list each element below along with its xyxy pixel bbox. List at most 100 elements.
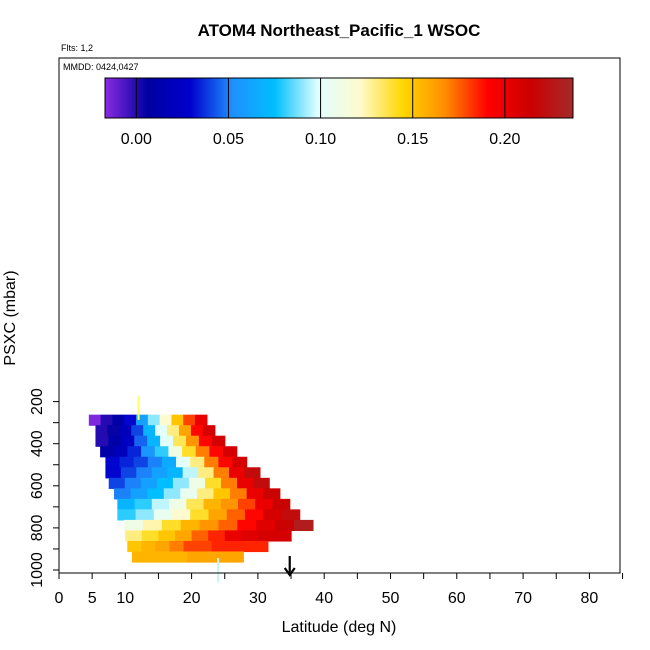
data-cell: [159, 414, 173, 426]
data-cell: [191, 530, 209, 542]
data-cell: [180, 488, 198, 500]
data-cell: [185, 435, 200, 447]
y-tick-label: 400: [29, 430, 46, 457]
data-cell: [274, 530, 292, 542]
data-cell: [143, 551, 155, 563]
data-cell: [153, 509, 173, 521]
data-cell: [161, 456, 177, 468]
data-cell: [158, 530, 176, 542]
data-cell: [188, 477, 206, 489]
data-cell: [244, 509, 264, 521]
latitude-arrow-head: [283, 567, 296, 577]
data-cell: [124, 414, 137, 426]
data-cell: [225, 540, 241, 553]
data-cell: [123, 519, 144, 532]
data-cell: [154, 551, 166, 563]
data-cell: [213, 488, 231, 500]
data-cell: [141, 446, 156, 458]
data-cell: [220, 498, 239, 510]
data-cell: [134, 498, 153, 510]
data-cell: [124, 477, 142, 489]
data-cell: [195, 446, 210, 458]
data-cell: [190, 509, 210, 521]
data-cell: [237, 519, 257, 532]
data-cell: [100, 414, 114, 426]
data-cell: [223, 446, 238, 458]
data-cell: [198, 551, 211, 563]
colorbar-gradient: [104, 77, 574, 119]
data-cell: [127, 540, 142, 553]
x-tick-label: 80: [581, 590, 599, 607]
data-cell: [151, 467, 168, 479]
data-cell: [155, 540, 171, 553]
data-cell: [202, 425, 216, 437]
x-tick-label: 30: [249, 590, 267, 607]
data-cell: [141, 540, 157, 553]
data-cell: [232, 551, 244, 563]
data-cell: [180, 519, 201, 532]
data-cell: [168, 446, 183, 458]
data-cell: [238, 498, 256, 510]
data-cell: [147, 414, 161, 426]
data-cell: [182, 467, 199, 479]
data-cell: [121, 435, 135, 447]
data-cell: [171, 414, 184, 426]
data-cell: [218, 519, 238, 532]
data-cell: [228, 467, 246, 479]
data-cell: [141, 530, 160, 542]
data-cell: [221, 551, 233, 563]
colorbar-tick-label: 0.15: [397, 131, 428, 148]
data-cell: [143, 425, 156, 437]
data-cell: [117, 498, 136, 510]
colorbar: 0.00 0.05 0.10 0.15 0.20: [104, 77, 574, 148]
data-cell: [204, 456, 219, 468]
data-cell: [244, 467, 261, 479]
data-cell: [120, 467, 137, 479]
data-cell: [186, 498, 205, 510]
flights-label: Flts: 1,2: [61, 43, 93, 53]
data-cell: [119, 425, 132, 437]
data-cell: [241, 530, 259, 542]
data-cell: [275, 519, 295, 532]
data-cell: [113, 446, 129, 458]
data-cell: [130, 488, 148, 500]
data-cell: [213, 467, 230, 479]
data-cell: [169, 540, 185, 553]
data-cell: [190, 456, 205, 468]
data-cell: [183, 414, 196, 426]
data-cell: [246, 488, 264, 500]
data-cell: [125, 530, 143, 542]
data-cell: [167, 467, 184, 479]
data-cell: [117, 509, 137, 521]
x-tick-label: 10: [116, 590, 134, 607]
data-cell: [147, 435, 161, 447]
data-cell: [165, 551, 178, 563]
data-cell: [197, 540, 213, 553]
data-cell: [224, 530, 242, 542]
data-cell: [237, 477, 254, 489]
data-cell: [112, 414, 125, 426]
data-cell: [142, 519, 163, 532]
colorbar-tick-label: 0.05: [213, 131, 244, 148]
data-cell: [176, 551, 189, 563]
data-cell: [136, 414, 149, 426]
data-cell: [208, 530, 226, 542]
data-cell: [114, 488, 132, 500]
data-cell: [140, 477, 158, 489]
data-cell: [211, 435, 226, 447]
data-cell: [135, 509, 155, 521]
data-cell: [190, 425, 204, 437]
data-cell: [239, 540, 255, 553]
data-cell: [108, 435, 122, 447]
data-cell: [131, 425, 144, 437]
data-cell: [119, 456, 135, 468]
data-cell: [147, 488, 165, 500]
colorbar-tick-label: 0.10: [305, 131, 336, 148]
x-axis: 0 5 10 20 30 40 50 60 70 80: [55, 573, 624, 607]
data-cell: [209, 446, 224, 458]
data-cell: [107, 425, 120, 437]
data-cell: [253, 540, 269, 553]
data-cell: [105, 456, 121, 468]
data-cell: [95, 435, 109, 447]
data-cell: [203, 498, 222, 510]
